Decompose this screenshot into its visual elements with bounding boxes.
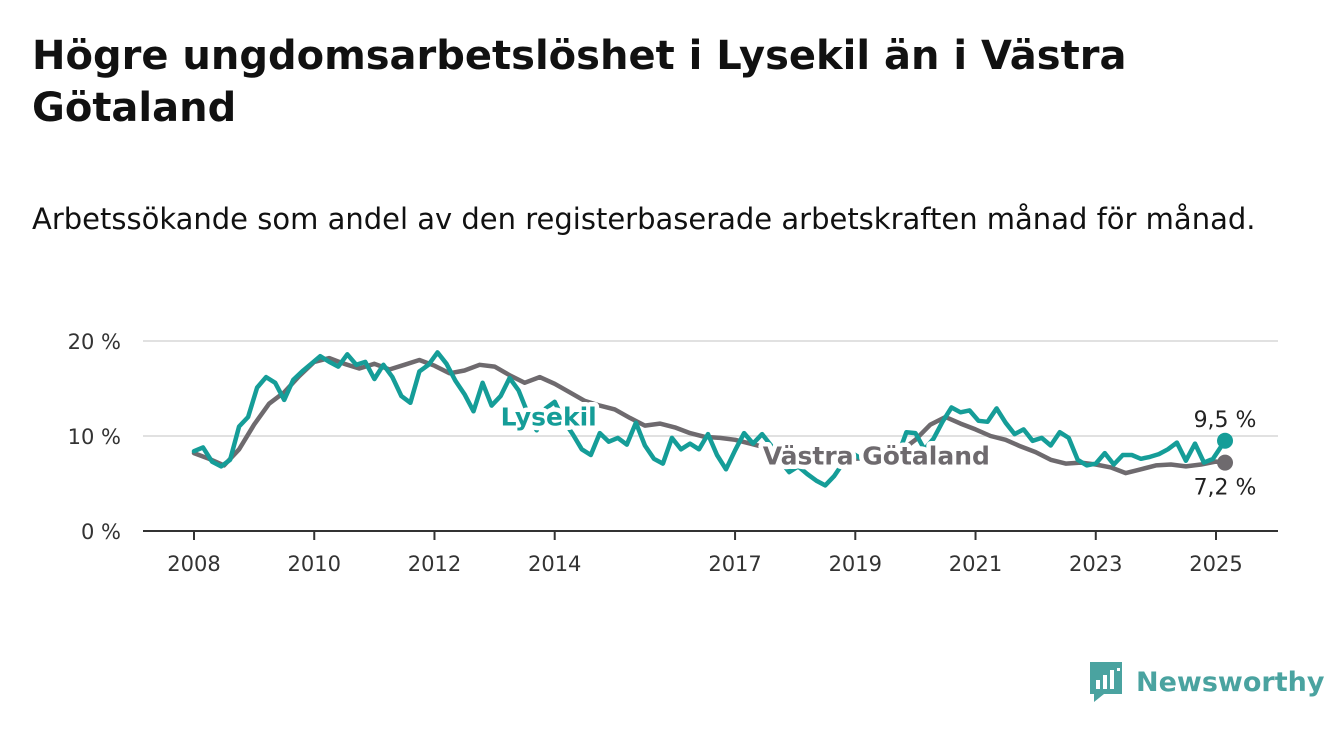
x-tick-label: 2014 [528, 552, 581, 576]
x-tick-label: 2017 [708, 552, 761, 576]
chart-subtitle: Arbetssökande som andel av den registerb… [32, 202, 1256, 236]
series-line-vastra-gotaland [191, 355, 1228, 476]
y-tick-label: 10 % [68, 425, 121, 449]
end-point-marker [1217, 432, 1234, 449]
axes: 0 % 10 % 20 % 2008 2010 2012 2014 2017 2019 2021 2… [68, 330, 1278, 576]
bar-chart-logo-icon [1090, 662, 1122, 702]
end-point-marker [1217, 454, 1234, 471]
x-tick-label: 2012 [408, 552, 461, 576]
series-lines [191, 350, 1228, 488]
brand-name: Newsworthy [1136, 666, 1325, 698]
gridlines [143, 340, 1278, 437]
series-label-halo: Lysekil [501, 403, 597, 432]
line-chart: 0 % 10 % 20 % 2008 2010 2012 2014 2017 2019 2021 2… [68, 330, 1278, 576]
y-tick-label: 20 % [68, 330, 121, 354]
series-label-halo: Västra Götaland [763, 442, 990, 471]
series-label: Västra Götaland [763, 442, 990, 471]
x-tick-label: 2021 [949, 552, 1002, 576]
x-tick-label: 2025 [1189, 552, 1242, 576]
end-value-label: 9,5 % [1194, 408, 1257, 433]
end-value-label: 7,2 % [1194, 476, 1257, 501]
series-line-lysekil [191, 350, 1228, 488]
y-tick-label: 0 % [81, 520, 121, 544]
x-tick-label: 2019 [829, 552, 882, 576]
x-tick-label: 2023 [1069, 552, 1122, 576]
newsworthy-brand: Newsworthy [1088, 660, 1324, 704]
x-tick-label: 2010 [288, 552, 341, 576]
x-tick-label: 2008 [167, 552, 220, 576]
series-label: Lysekil [501, 403, 597, 432]
chart-title: Högre ungdomsarbetslöshet i Lysekil än i… [32, 33, 1127, 131]
